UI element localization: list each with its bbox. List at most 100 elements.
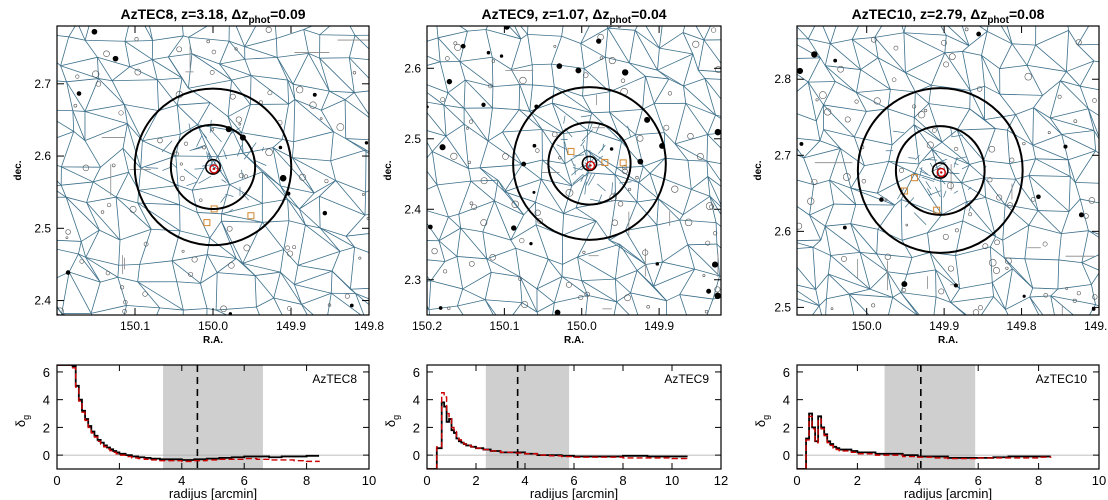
cell-edge [85, 257, 119, 278]
x-axis-label: R.A. [938, 335, 958, 346]
cell-edge [519, 276, 523, 303]
source-circle [987, 177, 993, 183]
cell-edge [262, 222, 285, 250]
cell-edge [580, 27, 609, 44]
cell-edge [1081, 254, 1099, 263]
cell-edge [683, 85, 716, 116]
cell-edge [407, 3, 420, 47]
radius-circle [512, 86, 667, 241]
cell-edge [541, 178, 572, 187]
x-tick-label: 0 [423, 473, 430, 488]
source-circle [366, 217, 369, 220]
title-name: AzTEC10 [852, 6, 913, 22]
cell-edge [662, 244, 688, 263]
cell-edge [577, 256, 583, 281]
cell-edge [919, 170, 931, 177]
cell-edge [1079, 198, 1089, 231]
cell-edge [588, 172, 616, 176]
cell-edge [191, 190, 198, 213]
cell-edge [961, 182, 986, 198]
source-circle [714, 286, 721, 293]
cell-edge [682, 195, 711, 216]
cell-edge [571, 172, 589, 187]
cell-edge [824, 226, 832, 256]
cell-edge [851, 26, 859, 40]
cell-edge [157, 77, 183, 81]
title-dz-value: =0.09 [270, 6, 306, 22]
cell-edge [194, 167, 205, 170]
y-axis-label: dec. [13, 160, 24, 180]
cell-edge [852, 36, 875, 40]
cell-edge [850, 223, 877, 255]
candidate-marker [911, 174, 919, 182]
cell-edge [864, 160, 889, 167]
cell-edge [349, 247, 355, 290]
cell-edge [797, 81, 809, 92]
x-axis-label: R.A. [564, 335, 584, 346]
galaxy-dot [811, 51, 818, 58]
cell-edge [124, 40, 153, 60]
cell-edge [502, 129, 543, 133]
title-dz-sub: phot [987, 15, 1009, 26]
x-tick-label: 8 [303, 473, 310, 488]
cell-edge [703, 39, 721, 64]
cell-edge [470, 180, 495, 202]
cell-edge [168, 53, 192, 58]
cell-edge [183, 35, 189, 38]
cell-edge [709, 196, 721, 216]
cell-edge [542, 129, 564, 134]
title-redshift: z=1.07 [542, 6, 585, 22]
cell-edge [272, 139, 283, 148]
cell-edge [1069, 176, 1076, 183]
source-circle [818, 91, 827, 100]
cell-edge [73, 131, 86, 141]
cell-edge [580, 43, 606, 58]
cell-edge [463, 124, 470, 169]
title-dz-value: =0.04 [631, 6, 667, 22]
cell-edge [955, 220, 964, 256]
cell-edge [1035, 158, 1071, 177]
cell-edge [645, 75, 669, 80]
galaxy-dot [481, 102, 486, 107]
cell-edge [645, 76, 655, 104]
cell-edge [85, 39, 125, 42]
cell-edge [797, 266, 817, 290]
galaxy-dot [503, 26, 510, 30]
cell-edge [417, 100, 419, 128]
source-circle [608, 57, 616, 65]
cell-edge [57, 305, 62, 314]
cell-edge [228, 40, 245, 47]
cell-edge [331, 251, 341, 272]
cell-edge [299, 195, 320, 210]
cell-edge [797, 179, 814, 186]
cell-edge [959, 282, 993, 290]
cell-edge [57, 109, 73, 112]
cell-edge [564, 149, 587, 165]
x-tick-label: 149.7 [1084, 319, 1108, 333]
cell-edge [803, 148, 841, 159]
cell-edge [542, 159, 566, 165]
cell-edge [941, 141, 970, 165]
source-circle [292, 245, 297, 250]
cell-edge [479, 140, 489, 168]
y-tick-label: 2.4 [404, 202, 421, 216]
cell-edge [876, 161, 890, 194]
cell-edge [894, 199, 902, 206]
cell-edge [225, 193, 234, 197]
cell-edge [950, 302, 966, 315]
cell-edge [888, 160, 920, 165]
cell-edge [797, 26, 809, 40]
cell-edge [653, 261, 663, 287]
cell-edge [572, 167, 583, 171]
cell-edge [529, 102, 553, 112]
cell-edge [508, 26, 522, 40]
cell-edge [1026, 64, 1067, 72]
source-circle [609, 193, 618, 202]
cell-edge [288, 99, 296, 105]
cell-edge [1028, 175, 1039, 211]
source-circle [103, 50, 110, 57]
cell-edge [604, 57, 611, 92]
galaxy-dot [322, 210, 328, 216]
cell-edge [459, 26, 468, 32]
cell-edge [1026, 65, 1043, 96]
